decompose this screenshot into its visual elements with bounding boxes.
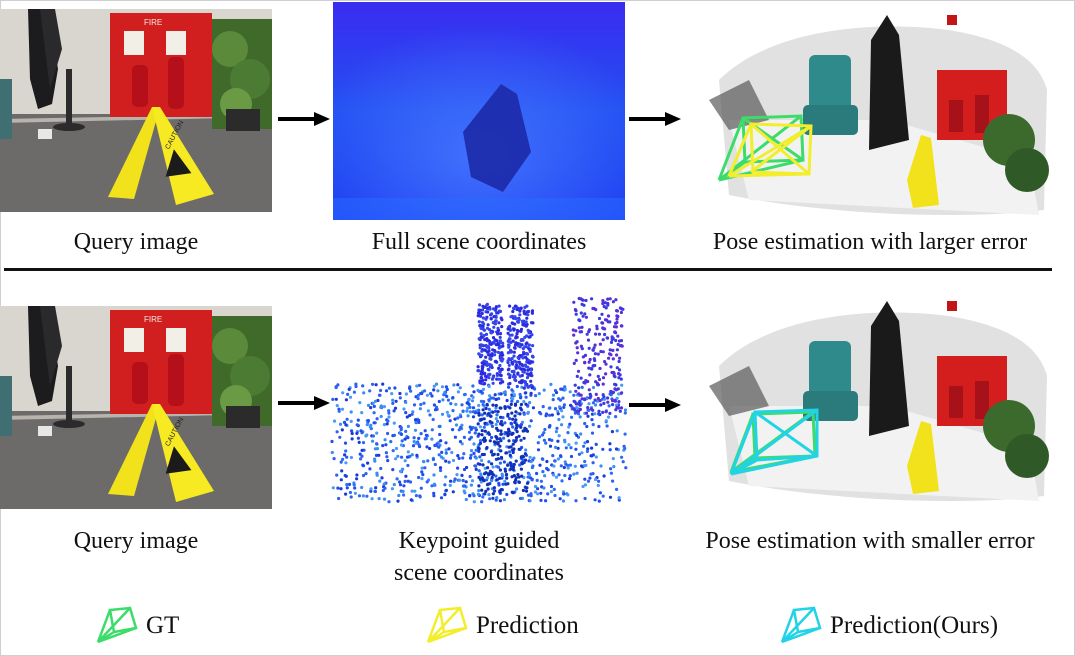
- bottom-query-caption: Query image: [73, 528, 199, 554]
- query-image-bottom: FIRE CAUTION: [0, 306, 272, 509]
- legend-gt: GT: [94, 606, 179, 646]
- point-cloud-scene: [709, 301, 1049, 501]
- pose-estimation-small-error-image: [709, 296, 1049, 508]
- full-scene-coordinates-image: [333, 2, 625, 220]
- keypoint-scatter: [330, 296, 628, 504]
- arrow-right-icon: [278, 112, 330, 126]
- fire-sign-label: FIRE: [144, 315, 162, 324]
- bottom-pose-caption: Pose estimation with smaller error: [705, 528, 1035, 554]
- legend-gt-label: GT: [146, 612, 180, 639]
- arrow-right-icon: [278, 396, 330, 410]
- bottom-coords-caption-line1: Keypoint guided: [398, 528, 560, 554]
- bottom-coords-caption-line2: scene coordinates: [394, 560, 564, 586]
- legend-prediction: Prediction: [424, 606, 579, 646]
- pose-estimation-large-error-image: [709, 10, 1049, 222]
- prediction-ours-camera-frustum: [729, 408, 819, 476]
- legend-prediction-ours-label: Prediction(Ours): [830, 612, 999, 639]
- point-cloud-scene: [709, 15, 1049, 216]
- camera-frustum-icon: [780, 606, 822, 644]
- legend-prediction-ours: Prediction(Ours): [778, 606, 998, 646]
- query-image-top: FIRE CAUTION: [0, 9, 272, 212]
- top-query-caption: Query image: [73, 229, 199, 255]
- top-coords-caption: Full scene coordinates: [371, 229, 587, 255]
- fire-sign-label: FIRE: [144, 18, 162, 27]
- arrow-right-icon: [629, 398, 681, 412]
- camera-frustum-icon: [426, 606, 468, 644]
- camera-frustum-icon: [96, 606, 138, 644]
- arrow-right-icon: [629, 112, 681, 126]
- top-pose-caption: Pose estimation with larger error: [712, 229, 1028, 255]
- prediction-camera-frustum: [727, 122, 813, 178]
- keypoint-scene-coordinates-image: [328, 294, 630, 510]
- row-divider: [4, 268, 1052, 271]
- legend-prediction-label: Prediction: [476, 612, 579, 639]
